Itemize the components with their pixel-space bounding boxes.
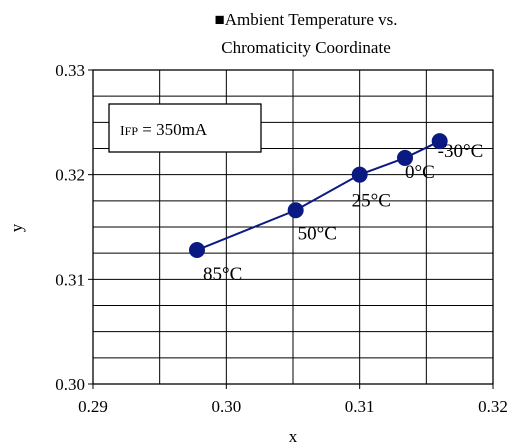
data-point bbox=[431, 133, 448, 150]
data-point-label: -30°C bbox=[438, 141, 484, 162]
chart-title-line2: Chromaticity Coordinate bbox=[221, 38, 391, 57]
x-tick-label: 0.31 bbox=[345, 397, 375, 416]
data-point-label: 85°C bbox=[203, 264, 242, 285]
plot-area bbox=[92, 69, 494, 385]
data-point bbox=[397, 149, 413, 166]
current-legend-box: IFP = 350mA bbox=[108, 103, 262, 153]
y-tick-label: 0.33 bbox=[55, 61, 85, 80]
data-point-label: 25°C bbox=[352, 191, 391, 212]
chart-title-line1: ■Ambient Temperature vs. bbox=[215, 10, 398, 29]
current-label-prefix: I bbox=[120, 124, 125, 139]
svg-text:IFP = 350mA: IFP = 350mA bbox=[120, 120, 208, 139]
y-tick-label: 0.32 bbox=[55, 166, 85, 185]
x-tick-label: 0.29 bbox=[78, 397, 108, 416]
data-point-label: 50°C bbox=[298, 223, 337, 244]
y-axis-label: y bbox=[7, 223, 26, 232]
y-tick-label: 0.31 bbox=[55, 270, 85, 289]
data-point-label: 0°C bbox=[405, 162, 435, 183]
data-point bbox=[287, 202, 304, 219]
x-tick-label: 0.30 bbox=[211, 397, 241, 416]
data-point bbox=[351, 166, 368, 183]
x-axis-label: x bbox=[289, 427, 298, 446]
current-label-value: = 350mA bbox=[138, 120, 208, 139]
data-point bbox=[189, 242, 205, 259]
y-tick-label: 0.30 bbox=[55, 375, 85, 394]
series: 85°C 50°C 25°C 0°C-30°C bbox=[189, 133, 483, 285]
axis-ticks: 0.29 0.30 0.31 0.32 0.30 0.31 0.32 0.33 bbox=[55, 61, 508, 416]
current-label-subscript: FP bbox=[125, 124, 139, 138]
x-tick-label: 0.32 bbox=[478, 397, 508, 416]
